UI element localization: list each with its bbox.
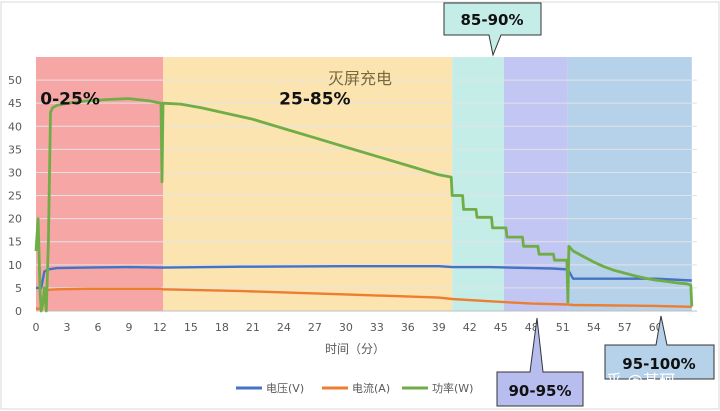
- gridlines: [36, 79, 697, 312]
- y-tick-25: 25: [8, 190, 22, 203]
- x-tick-15: 15: [184, 321, 198, 334]
- x-tick-57: 57: [618, 321, 632, 334]
- callout-85-90: 85-90%: [443, 2, 542, 57]
- x-tick-30: 30: [339, 321, 353, 334]
- series-line-2: [34, 97, 694, 313]
- callout-85-90-shape: [443, 2, 542, 57]
- zones: [36, 57, 692, 311]
- callout-85-90-label: 85-90%: [460, 11, 523, 29]
- x-tick-12: 12: [153, 321, 167, 334]
- chart-title: 灭屏充电: [328, 69, 392, 88]
- x-tick-6: 6: [94, 321, 101, 334]
- legend: 电压(V) 电流(A) 功率(W): [236, 381, 473, 395]
- x-tick-21: 21: [246, 321, 260, 334]
- x-tick-0: 0: [33, 321, 40, 334]
- y-tick-40: 40: [8, 120, 22, 133]
- y-tick-20: 20: [8, 213, 22, 226]
- callout-95-100-shape: [604, 315, 715, 380]
- x-tick-42: 42: [463, 321, 477, 334]
- y-tick-0: 0: [15, 305, 22, 318]
- callout-90-95-label: 90-95%: [508, 382, 571, 400]
- zone-2: [452, 57, 504, 311]
- y-tick-35: 35: [8, 143, 22, 156]
- series-line-1: [36, 287, 692, 310]
- y-tick-30: 30: [8, 166, 22, 179]
- zone-label-1: 25-85%: [279, 90, 350, 110]
- x-tick-18: 18: [215, 321, 229, 334]
- x-tick-labels: 0 3 6 9 12 15 18 21 24 27 30 33 36 39 42 45 48 51 54 57 60: [33, 321, 663, 334]
- series-line-0: [36, 265, 692, 290]
- legend-label-0: 电压(V): [266, 382, 304, 395]
- zone-4: [567, 57, 692, 311]
- x-tick-9: 9: [125, 321, 132, 334]
- y-tick-15: 15: [8, 236, 22, 249]
- y-tick-50: 50: [8, 74, 22, 87]
- zone-1: [163, 57, 453, 311]
- x-axis-title: 时间（分）: [325, 342, 385, 356]
- x-tick-51: 51: [556, 321, 570, 334]
- zone-3: [503, 57, 568, 311]
- callout-90-95-shape: [496, 317, 584, 407]
- y-tick-labels: 0 5 10 15 20 25 30 35 40 45 50: [8, 74, 22, 318]
- x-tick-39: 39: [432, 321, 446, 334]
- y-tick-10: 10: [8, 259, 22, 272]
- x-tick-3: 3: [63, 321, 70, 334]
- x-tick-36: 36: [401, 321, 415, 334]
- x-tick-27: 27: [308, 321, 322, 334]
- legend-label-1: 电流(A): [352, 381, 390, 395]
- legend-label-2: 功率(W): [432, 381, 473, 395]
- callout-90-95: 90-95%: [496, 317, 584, 407]
- callout-95-100-label: 95-100%: [622, 355, 695, 373]
- x-tick-45: 45: [494, 321, 508, 334]
- y-tick-45: 45: [8, 97, 22, 110]
- y-tick-5: 5: [15, 282, 22, 295]
- zone-labels: 0-25% 25-85%: [40, 90, 350, 110]
- zone-label-0: 0-25%: [40, 90, 100, 110]
- x-tick-33: 33: [370, 321, 384, 334]
- x-tick-24: 24: [277, 321, 291, 334]
- watermark: 知乎 @某珂: [590, 371, 675, 390]
- x-tick-54: 54: [587, 321, 601, 334]
- callout-95-100: 95-100%: [604, 315, 715, 380]
- series-lines: [34, 97, 694, 313]
